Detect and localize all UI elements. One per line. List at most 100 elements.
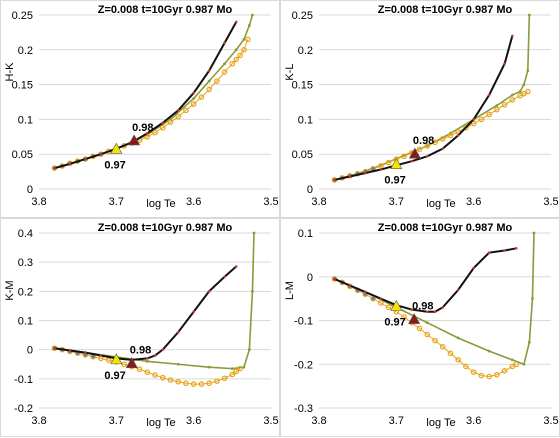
data-point-yellow xyxy=(221,375,228,382)
data-point-black xyxy=(84,351,87,354)
data-point-black xyxy=(234,265,238,268)
data-point-black xyxy=(487,93,491,97)
data-point-yellow xyxy=(152,129,158,136)
x-tick-label: 3.7 xyxy=(109,196,124,208)
data-point-black xyxy=(53,166,56,170)
y-axis-label: L-M xyxy=(284,281,296,300)
data-point-yellow xyxy=(159,124,166,131)
marker-label: 0.98 xyxy=(412,301,433,313)
data-point-yellow xyxy=(501,368,508,374)
data-point-yellow xyxy=(175,378,182,385)
data-point-green xyxy=(176,362,180,366)
data-point-yellow xyxy=(447,132,454,139)
data-point-yellow xyxy=(439,136,446,142)
data-point-green xyxy=(242,37,246,41)
data-point-yellow xyxy=(463,363,469,370)
data-point-black xyxy=(410,308,414,311)
x-tick-label: 3.6 xyxy=(466,196,481,208)
marker-label: 0.97 xyxy=(384,317,405,329)
data-point-green xyxy=(251,289,254,293)
x-tick-label: 3.5 xyxy=(543,415,558,427)
x-tick-label: 3.7 xyxy=(109,415,124,427)
x-tick-label: 3.8 xyxy=(31,415,46,427)
data-point-yellow xyxy=(463,124,469,131)
data-point-black xyxy=(99,152,103,156)
data-point-yellow xyxy=(136,366,143,373)
data-point-green xyxy=(207,365,211,369)
data-point-yellow xyxy=(214,78,220,84)
data-point-black xyxy=(456,288,460,292)
marker-label: 0.97 xyxy=(104,159,125,171)
data-point-yellow xyxy=(494,371,500,378)
data-point-black xyxy=(425,310,429,314)
data-point-green xyxy=(247,348,251,352)
data-point-yellow xyxy=(121,361,127,368)
data-point-black xyxy=(503,249,506,252)
data-point-green xyxy=(531,297,534,301)
chart-panel-k-m: -0.2 -0.1 0 0.1 0.2 0.3 0.4 3.8 3.7 3.6 3.5 log Te K… xyxy=(0,218,280,437)
data-point-green xyxy=(495,104,499,107)
y-tick-label: 0.2 xyxy=(18,45,33,57)
y-tick-label: 0.15 xyxy=(12,80,33,92)
y-axis-label: K-L xyxy=(284,63,296,80)
data-point-black xyxy=(333,277,336,281)
y-tick-label: 0.1 xyxy=(298,114,313,126)
data-point-black xyxy=(234,20,238,24)
y-tick-label: -0.3 xyxy=(294,403,313,415)
data-point-black xyxy=(511,34,514,38)
data-point-blue xyxy=(371,167,375,171)
chart-panel-l-m: -0.3 -0.2 -0.1 0 0.1 3.8 3.7 3.6 3.5 log Te L-M Z=0… xyxy=(280,218,560,437)
x-tick-label: 3.5 xyxy=(543,196,558,208)
x-tick-label: 3.6 xyxy=(186,196,201,208)
y-tick-label: 0.05 xyxy=(12,149,33,161)
data-point-black xyxy=(425,154,429,158)
data-point-black xyxy=(364,290,367,294)
series-line-green xyxy=(54,14,254,169)
data-point-yellow xyxy=(167,119,174,125)
chart-svg-k-l: 0 0.05 0.1 0.15 0.2 0.25 3.8 3.7 3.6 3.5 log Te K-L… xyxy=(284,4,559,210)
data-point-black xyxy=(441,306,445,309)
data-point-black xyxy=(207,290,211,293)
y-tick-label: -0.2 xyxy=(14,403,33,415)
marker-label: 0.97 xyxy=(384,175,405,187)
data-point-black xyxy=(223,41,226,45)
data-point-black xyxy=(68,162,72,166)
data-point-black xyxy=(487,251,491,254)
data-point-black xyxy=(161,348,165,351)
x-tick-label: 3.8 xyxy=(311,196,326,208)
y-tick-label: 0.1 xyxy=(298,228,313,240)
y-tick-label: 0.3 xyxy=(18,257,33,269)
chart-svg-h-k: 0 0.05 0.1 0.15 0.2 0.25 3.8 3.7 3.6 3.5 log Te H-K… xyxy=(4,4,279,210)
chart-svg-l-m: -0.3 -0.2 -0.1 0 0.1 3.8 3.7 3.6 3.5 log Te L-M Z=0… xyxy=(284,222,559,429)
data-point-yellow xyxy=(229,371,236,378)
data-point-black xyxy=(379,297,383,300)
x-tick-label: 3.6 xyxy=(186,415,201,427)
data-point-green xyxy=(527,13,531,17)
data-point-yellow xyxy=(385,159,392,166)
data-point-yellow xyxy=(470,120,477,127)
data-point-black xyxy=(192,310,195,314)
data-point-yellow xyxy=(424,331,431,338)
data-point-yellow xyxy=(229,60,236,67)
series-line-green xyxy=(54,232,255,370)
series-line-black xyxy=(334,35,514,181)
marker-label: 0.98 xyxy=(130,345,151,357)
series-line-black xyxy=(54,21,238,170)
data-point-yellow xyxy=(183,107,189,114)
data-point-yellow xyxy=(221,69,228,75)
marker-triangle xyxy=(128,134,141,146)
data-point-yellow xyxy=(190,381,197,387)
y-tick-label: 0.15 xyxy=(292,80,313,92)
data-point-yellow xyxy=(385,304,392,311)
chart-title: Z=0.008 t=10Gyr 0.987 Mo xyxy=(98,222,233,234)
chart-title: Z=0.008 t=10Gyr 0.987 Mo xyxy=(378,222,513,234)
data-point-yellow xyxy=(501,101,508,108)
data-point-black xyxy=(379,168,383,171)
series-line-black xyxy=(54,265,237,361)
data-point-green xyxy=(522,362,526,366)
data-point-yellow xyxy=(432,139,438,146)
x-axis-label: log Te xyxy=(426,417,455,429)
data-point-green xyxy=(526,69,530,73)
marker-label: 0.98 xyxy=(413,135,434,147)
